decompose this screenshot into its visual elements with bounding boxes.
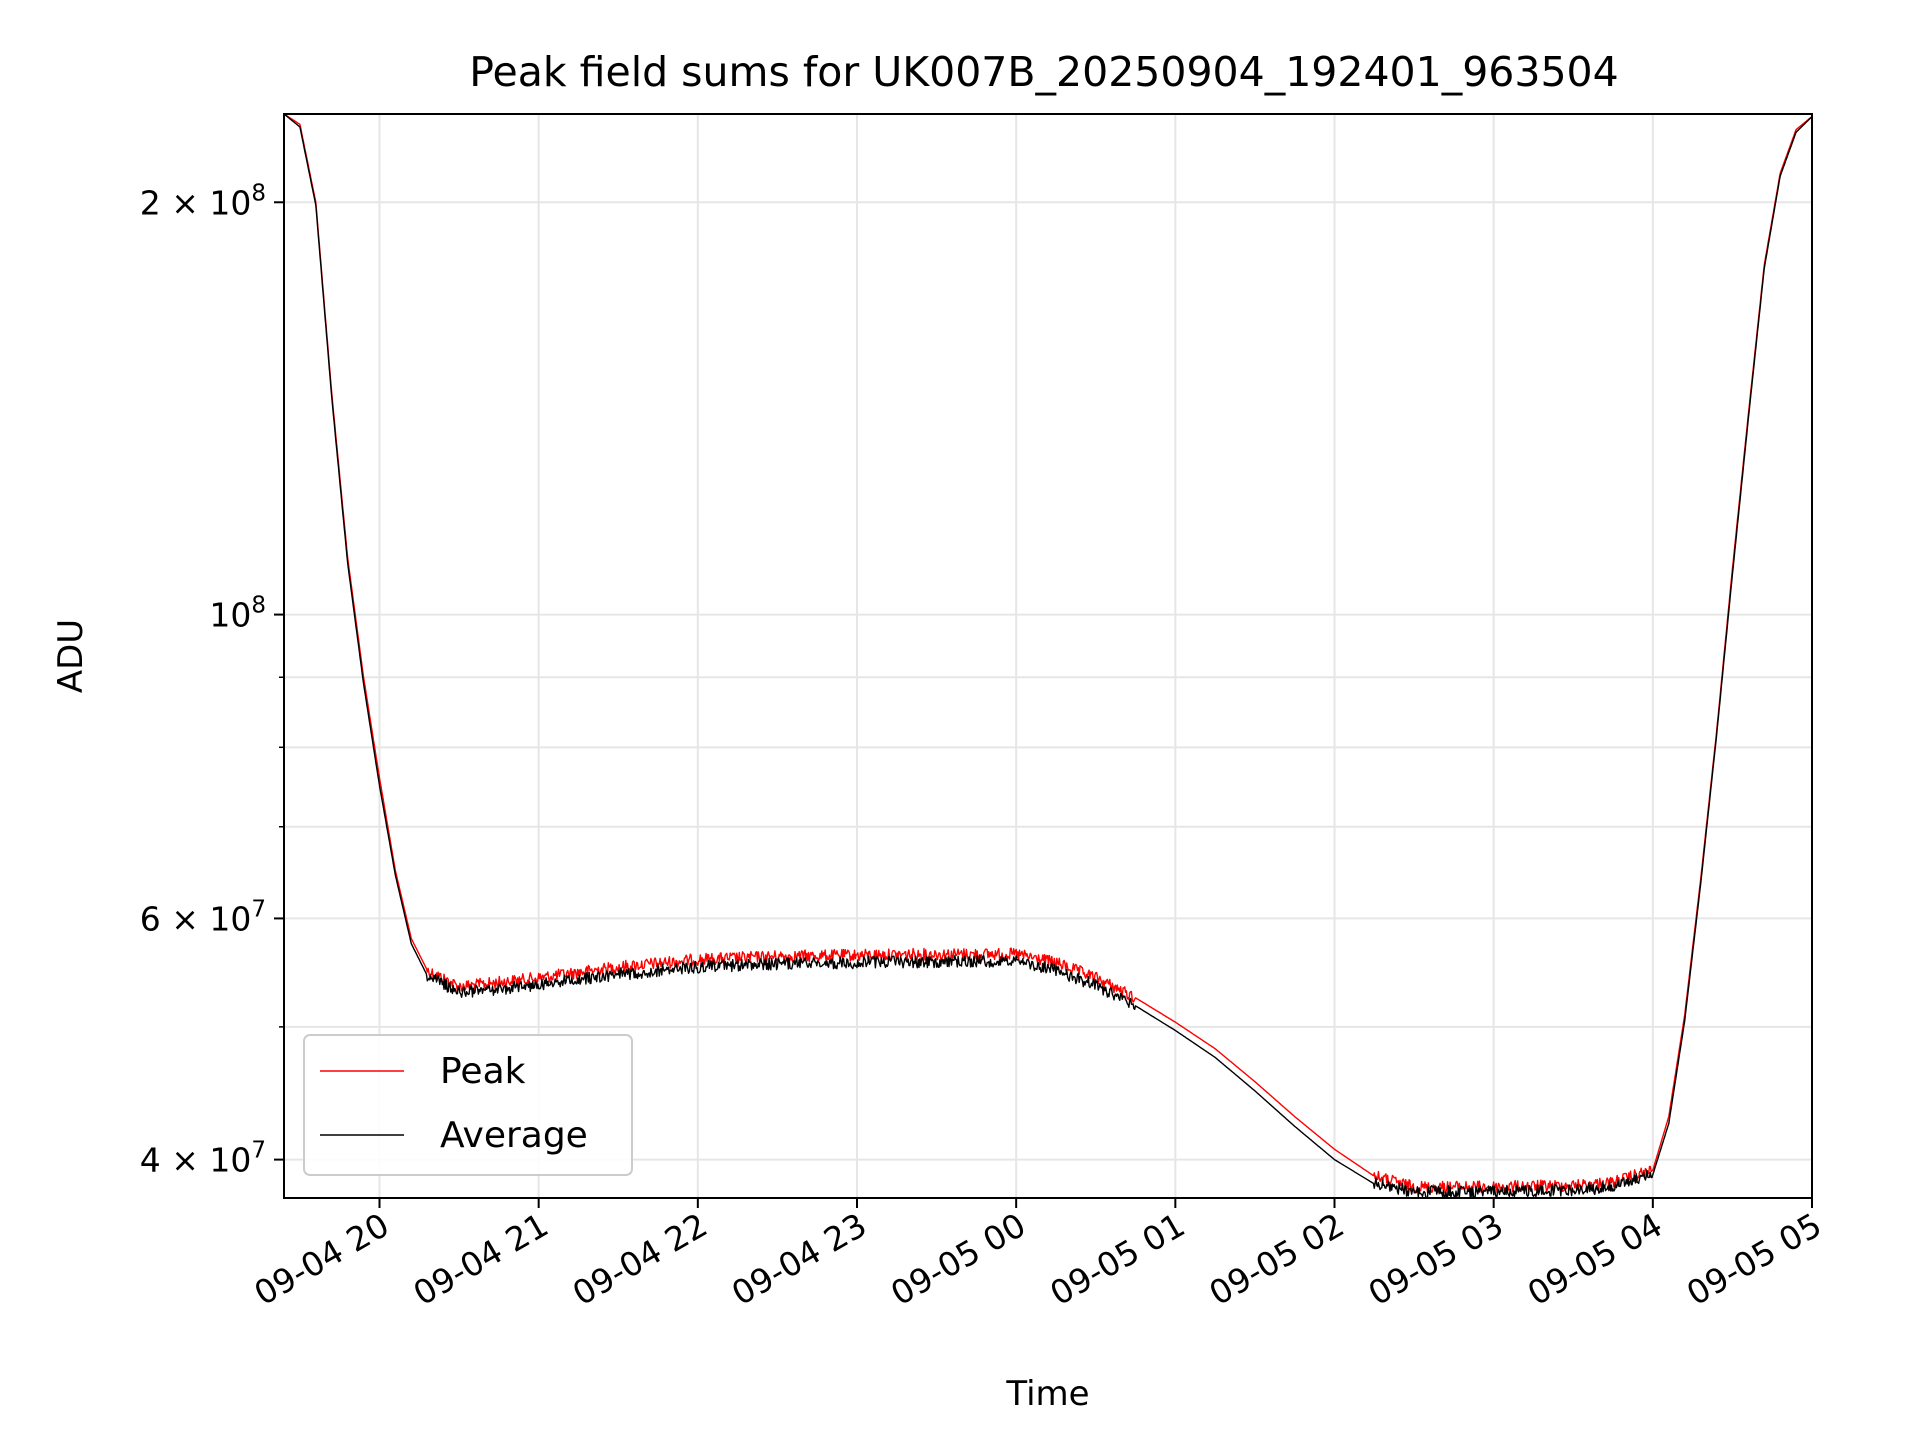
y-tick-label: 4 × 107 bbox=[140, 1138, 266, 1180]
y-tick-label: 2 × 108 bbox=[140, 180, 266, 222]
series-line-average bbox=[283, 113, 1813, 1199]
grid bbox=[284, 114, 1813, 1198]
plot-series bbox=[283, 113, 1813, 1199]
legend-label-average: Average bbox=[440, 1115, 588, 1156]
legend-box bbox=[303, 1034, 633, 1176]
y-tick-mantissa: 4 × 10 bbox=[140, 1141, 252, 1180]
y-axis-label: ADU bbox=[51, 619, 91, 693]
y-tick-exponent: 7 bbox=[251, 896, 266, 922]
legend-label-peak: Peak bbox=[440, 1051, 526, 1092]
x-axis-label: Time bbox=[1005, 1374, 1089, 1414]
y-tick-mantissa: 2 × 10 bbox=[140, 183, 252, 222]
legend-items: Peak Average bbox=[320, 1051, 588, 1156]
y-tick-mantissa: 6 × 10 bbox=[140, 899, 252, 938]
y-tick-exponent: 8 bbox=[251, 180, 266, 206]
y-tick-base: 10 bbox=[209, 596, 251, 635]
y-tick-label: 108 bbox=[209, 593, 266, 635]
chart-title: Peak field sums for UK007B_20250904_1924… bbox=[469, 48, 1618, 96]
y-tick-exponent: 7 bbox=[251, 1138, 266, 1164]
series-line-peak bbox=[283, 113, 1813, 1194]
y-tick-exponent: 8 bbox=[251, 593, 266, 619]
y-tick-label: 6 × 107 bbox=[140, 896, 266, 938]
legend: Peak Average bbox=[303, 1034, 633, 1176]
plot-frame bbox=[283, 113, 1813, 1199]
